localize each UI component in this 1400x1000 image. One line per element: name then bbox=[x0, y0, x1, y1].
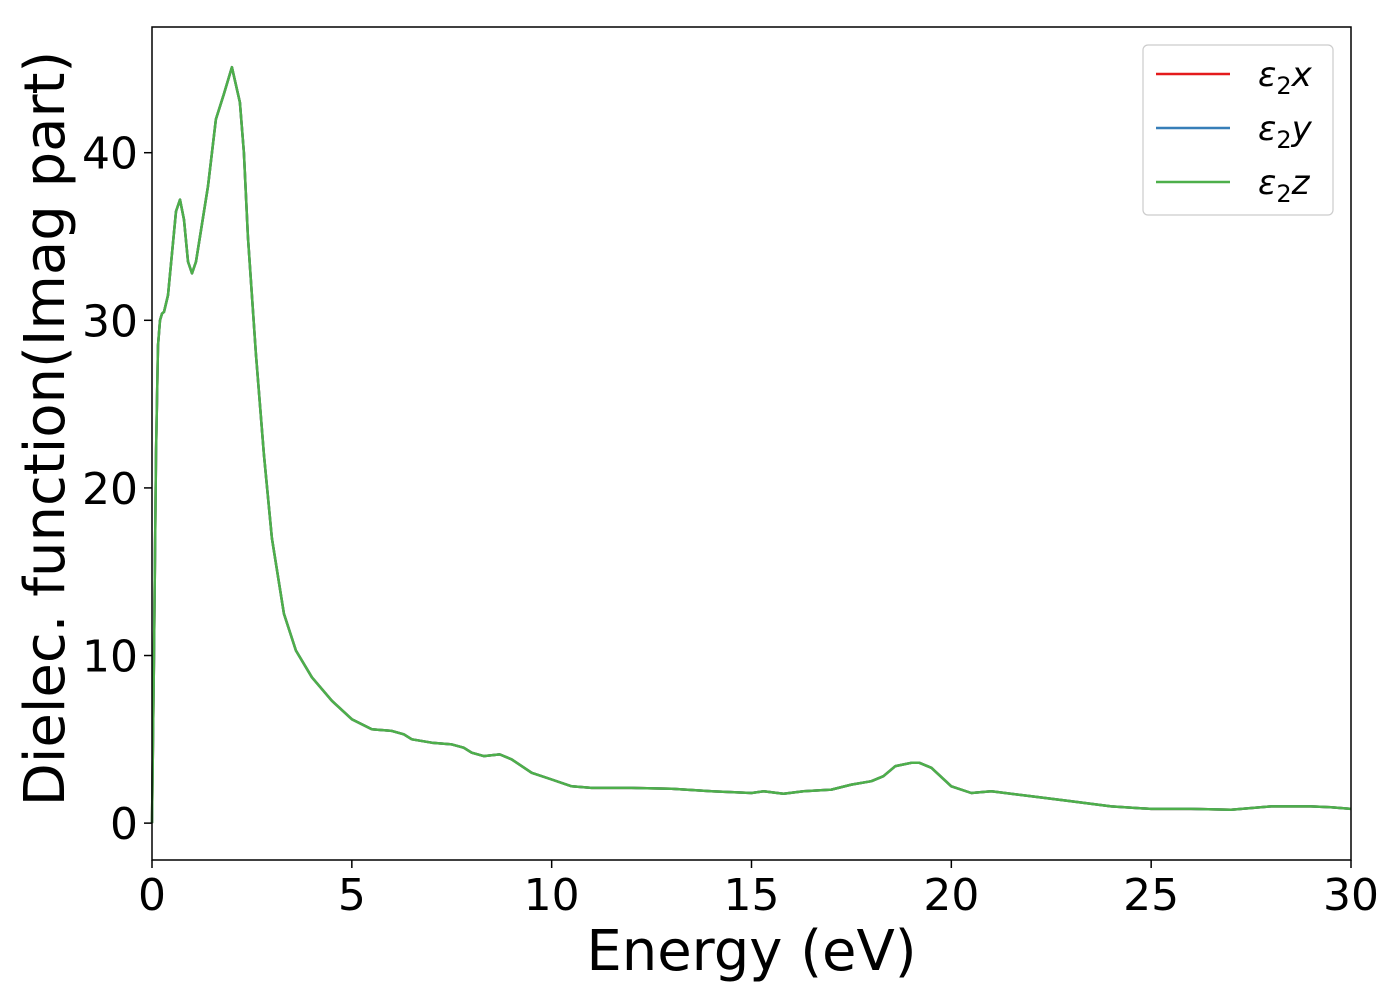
x-tick-label: 20 bbox=[923, 870, 979, 921]
y-tick-label: 40 bbox=[82, 129, 138, 180]
legend-label-y: ε2y bbox=[1258, 109, 1313, 154]
x-axis-ticks: 0 5 10 15 20 25 30 bbox=[138, 860, 1379, 921]
plot-area bbox=[150, 26, 1352, 861]
x-axis-label: Energy (eV) bbox=[586, 919, 916, 984]
x-tick-label: 0 bbox=[138, 870, 166, 921]
x-tick-label: 25 bbox=[1123, 870, 1179, 921]
x-tick-label: 30 bbox=[1323, 870, 1379, 921]
y-tick-label: 20 bbox=[82, 464, 138, 515]
legend-label-z: ε2z bbox=[1258, 163, 1311, 208]
legend-label-x: ε2x bbox=[1258, 55, 1313, 100]
x-tick-label: 5 bbox=[338, 870, 366, 921]
y-tick-label: 10 bbox=[82, 632, 138, 683]
x-tick-label: 15 bbox=[724, 870, 780, 921]
x-tick-label: 10 bbox=[524, 870, 580, 921]
y-axis-label: Dielec. function(Imag part) bbox=[13, 51, 78, 807]
y-axis-ticks: 0 10 20 30 40 bbox=[82, 129, 152, 850]
y-tick-label: 0 bbox=[110, 799, 138, 850]
legend: ε2x ε2y ε2z bbox=[1142, 44, 1334, 216]
series-layer bbox=[150, 65, 1352, 824]
y-tick-label: 30 bbox=[82, 296, 138, 347]
legend-box bbox=[1142, 44, 1334, 216]
series-line-z bbox=[150, 65, 1352, 824]
